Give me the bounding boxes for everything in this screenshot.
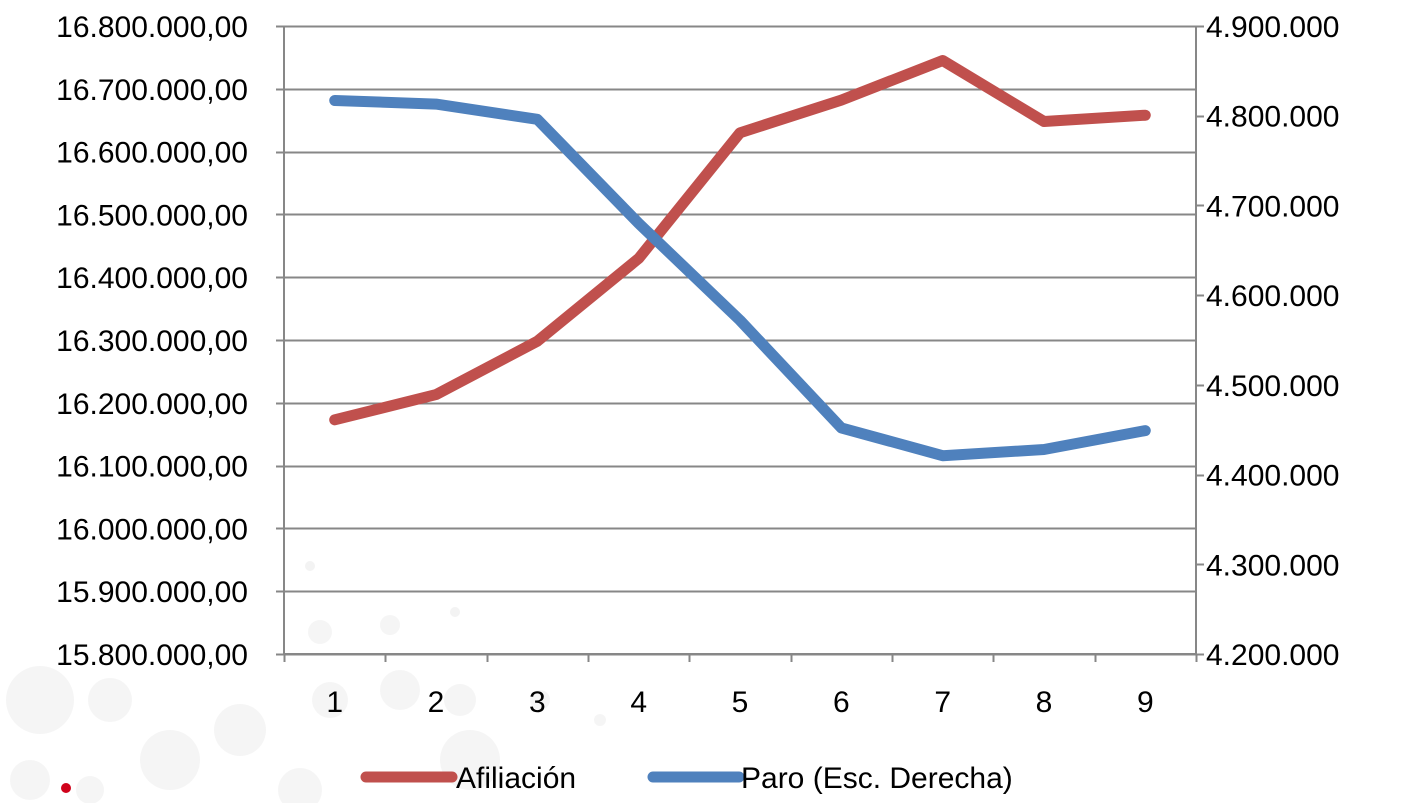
right-axis-tick-label: 4.300.000 — [1206, 549, 1339, 582]
right-axis-tick-label: 4.600.000 — [1206, 280, 1339, 313]
x-axis-tick-label: 1 — [326, 686, 343, 719]
series-line-paro — [329, 95, 1151, 462]
left-axis-tick-label: 16.300.000,00 — [56, 325, 248, 358]
background-dot — [214, 704, 266, 756]
background-dot — [6, 666, 74, 734]
right-axis-tick-label: 4.200.000 — [1206, 639, 1339, 672]
data-point — [840, 99, 842, 101]
left-axis-tick-label: 16.500.000,00 — [56, 199, 248, 232]
left-axis-tick-label: 16.800.000,00 — [56, 11, 248, 44]
data-point — [1043, 448, 1045, 450]
background-dot — [594, 714, 606, 726]
background-dot — [140, 730, 200, 790]
x-axis-tick-label: 9 — [1137, 686, 1154, 719]
left-axis-tick-label: 15.800.000,00 — [56, 639, 248, 672]
background-dot — [444, 684, 476, 716]
left-axis-tick-label: 16.700.000,00 — [56, 74, 248, 107]
right-axis-tick-label: 4.800.000 — [1206, 101, 1339, 134]
data-point — [1144, 114, 1146, 116]
x-axis-tick-labels: 1 2 3 4 5 6 7 8 9 — [326, 686, 1153, 719]
background-dot — [10, 760, 50, 800]
left-axis-tick-label: 16.400.000,00 — [56, 262, 248, 295]
left-axis-tick-labels: 15.800.000,00 15.900.000,00 16.000.000,00 1… — [56, 11, 248, 672]
right-axis-tick-label: 4.400.000 — [1206, 460, 1339, 493]
background-dot — [305, 561, 315, 571]
left-axis-tick-label: 16.600.000,00 — [56, 137, 248, 170]
series-line-afiliacion — [329, 55, 1151, 426]
x-axis-tick-label: 3 — [529, 686, 546, 719]
right-axis-tick-labels: 4.200.000 4.300.000 4.400.000 4.500.000 4.60… — [1206, 11, 1339, 672]
x-axis-tick-label: 6 — [833, 686, 850, 719]
axes — [276, 25, 1204, 662]
background-dot — [380, 615, 400, 635]
x-axis-tick-label: 2 — [428, 686, 445, 719]
background-red-dot — [61, 783, 71, 793]
data-point — [334, 419, 336, 421]
background-dot — [76, 776, 104, 803]
data-point — [840, 427, 842, 429]
background-dot — [308, 620, 332, 644]
background-dot — [450, 607, 460, 617]
left-axis-tick-label: 15.900.000,00 — [56, 576, 248, 609]
data-point — [739, 132, 741, 134]
x-axis-tick-label: 5 — [732, 686, 749, 719]
legend-label: Paro (Esc. Derecha) — [741, 762, 1013, 795]
left-axis-tick-label: 16.200.000,00 — [56, 388, 248, 421]
right-axis-tick-label: 4.700.000 — [1206, 190, 1339, 223]
data-point — [1043, 120, 1045, 122]
data-point — [334, 99, 336, 101]
legend-label: Afiliación — [456, 762, 576, 795]
right-axis-tick-label: 4.500.000 — [1206, 370, 1339, 403]
background-dots-decoration — [6, 561, 606, 803]
x-axis-tick-label: 7 — [934, 686, 951, 719]
data-point — [435, 103, 437, 105]
data-point — [435, 394, 437, 396]
data-point — [638, 257, 640, 259]
left-axis-tick-label: 16.000.000,00 — [56, 513, 248, 546]
background-dot — [530, 690, 550, 710]
x-axis-tick-label: 8 — [1036, 686, 1053, 719]
background-dot — [88, 678, 132, 722]
data-point — [942, 60, 944, 62]
x-axis-tick-label: 4 — [630, 686, 647, 719]
data-point — [942, 455, 944, 457]
data-point — [1144, 430, 1146, 432]
data-point — [638, 222, 640, 224]
series-lines — [329, 55, 1151, 462]
left-axis-tick-label: 16.100.000,00 — [56, 451, 248, 484]
data-point — [536, 118, 538, 120]
background-dot — [380, 670, 420, 710]
background-dot — [278, 768, 322, 803]
data-point — [536, 340, 538, 342]
right-axis-tick-label: 4.900.000 — [1206, 11, 1339, 44]
legend: Afiliación Paro (Esc. Derecha) — [360, 762, 1013, 795]
data-point — [739, 319, 741, 321]
background-dot — [312, 682, 348, 718]
